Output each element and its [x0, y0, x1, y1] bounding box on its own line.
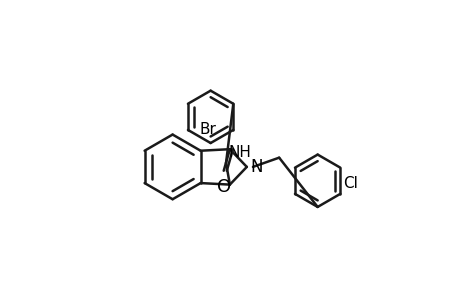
Text: NH: NH — [228, 145, 251, 160]
Text: Br: Br — [199, 122, 216, 137]
Text: O: O — [216, 178, 230, 196]
Text: N: N — [249, 158, 262, 176]
Text: Cl: Cl — [343, 176, 358, 191]
